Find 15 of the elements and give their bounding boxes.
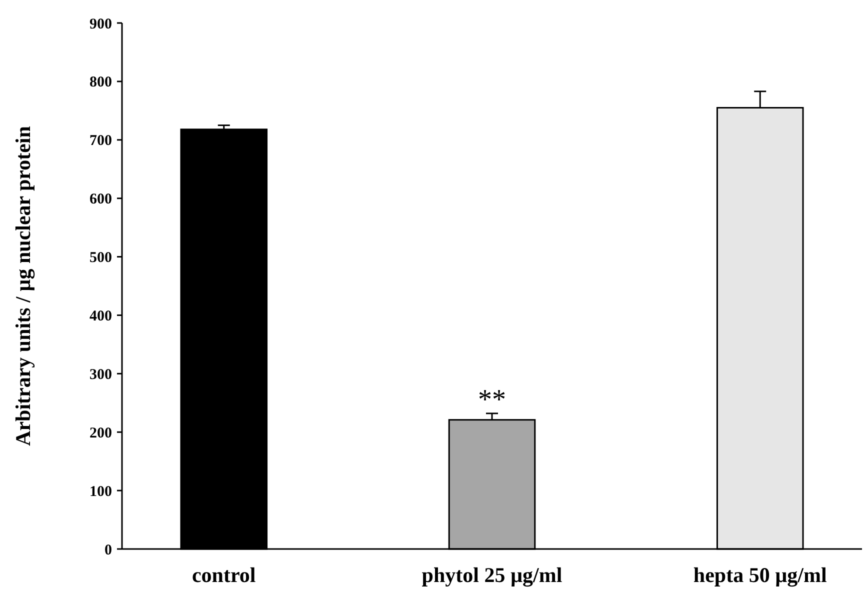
y-tick-label: 800	[90, 74, 112, 91]
x-tick-label: hepta 50 µg/ml	[693, 563, 827, 587]
y-axis-title: Arbitrary units / µg nuclear protein	[11, 126, 35, 446]
x-tick-label: phytol 25 µg/ml	[422, 563, 562, 587]
y-tick-label: 600	[90, 192, 112, 208]
y-tick-label: 500	[90, 250, 112, 266]
x-tick-label: control	[192, 563, 256, 587]
y-tick-label: 100	[90, 484, 112, 500]
y-tick-label: 0	[104, 542, 112, 558]
y-tick-label: 200	[90, 425, 112, 442]
y-tick-label: 400	[90, 308, 112, 324]
y-tick-label: 700	[90, 133, 112, 150]
y-tick-label: 900	[90, 16, 112, 32]
annotation: **	[478, 384, 506, 416]
y-tick-label: 300	[90, 366, 112, 383]
